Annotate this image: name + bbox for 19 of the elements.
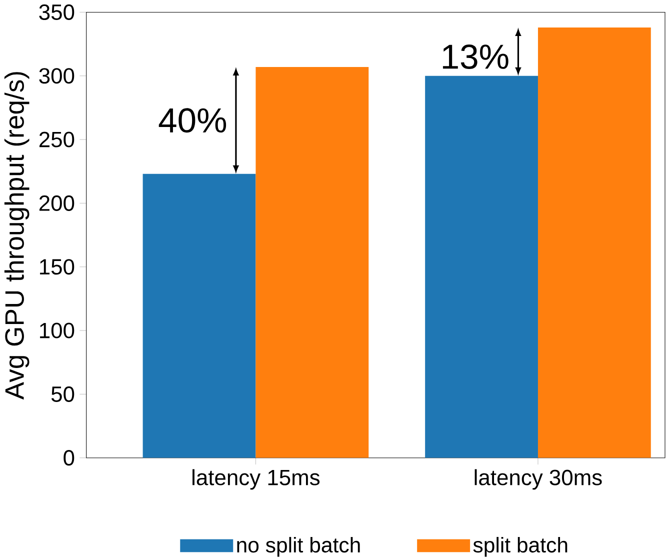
legend-label: split batch [473, 537, 568, 557]
y-tick-label: 250 [39, 132, 74, 148]
annotation: 40% [158, 108, 226, 133]
legend-label: no split batch [237, 537, 360, 557]
annotation: 13% [442, 44, 508, 70]
bar [425, 76, 538, 458]
y-tick-label: 150 [40, 259, 74, 275]
x-tick-label: latency 15ms [192, 469, 320, 490]
y-tick-label: 300 [39, 68, 74, 84]
y-tick-label: 200 [39, 196, 74, 212]
y-tick-label: 100 [40, 322, 74, 338]
y-tick-label: 0 [64, 450, 74, 466]
x-tick-label: latency 30ms [474, 469, 602, 490]
y-tick-label: 350 [39, 4, 74, 20]
y-axis-title: Avg GPU throughput (req/s) [4, 72, 30, 400]
bar [142, 174, 256, 458]
bar [256, 67, 369, 458]
bar [538, 28, 651, 458]
y-tick-label: 50 [51, 386, 74, 402]
